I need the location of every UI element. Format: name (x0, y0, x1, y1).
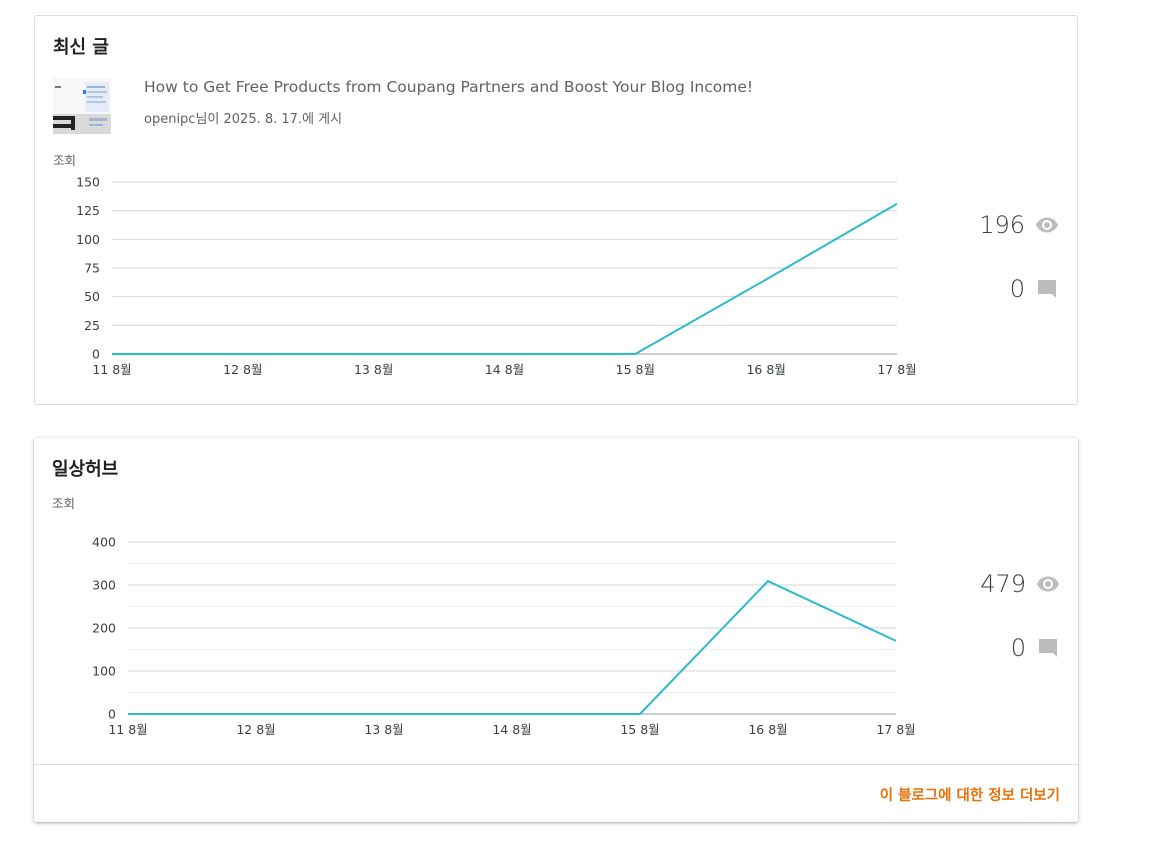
x-tick-label: 12 8월 (223, 362, 262, 377)
x-tick-label: 11 8월 (92, 362, 131, 377)
blog-title: 일상허브 (52, 459, 119, 480)
post-title-link[interactable]: How to Get Free Products from Coupang Pa… (144, 78, 754, 96)
more-blog-info-link[interactable]: 이 블로그에 대한 정보 더보기 (879, 788, 1060, 804)
comments-stat: 0 (1010, 275, 1059, 303)
y-tick-label: 0 (108, 707, 116, 722)
card-divider (34, 764, 1078, 765)
comments-count: 0 (1009, 275, 1025, 303)
eye-icon (1036, 572, 1060, 596)
comment-icon (1036, 636, 1060, 660)
views-stat: 479 (980, 570, 1060, 598)
x-tick-label: 14 8월 (492, 722, 531, 737)
y-tick-label: 50 (84, 289, 100, 304)
y-tick-label: 75 (84, 261, 100, 276)
x-tick-label: 15 8월 (620, 722, 659, 737)
y-tick-label: 300 (92, 578, 116, 593)
y-tick-label: 25 (84, 318, 100, 333)
y-tick-label: 100 (76, 232, 100, 247)
x-tick-label: 12 8월 (236, 722, 275, 737)
blog-views-chart: 0 100 200 300 400 11 8월 12 8월 13 8월 14 8월 15 8월 16… (92, 535, 916, 738)
series-line (112, 202, 898, 355)
views-count: 196 (979, 211, 1025, 239)
recent-posts-card: 최신 글 How to Get Free Products from Coupa… (34, 15, 1078, 405)
views-stat: 196 (979, 211, 1059, 239)
series-line (128, 579, 897, 715)
x-tick-label: 13 8월 (364, 722, 403, 737)
y-tick-label: 150 (76, 175, 100, 190)
x-tick-label: 15 8월 (616, 362, 655, 377)
comment-icon (1035, 277, 1059, 301)
y-tick-label: 400 (92, 535, 116, 550)
y-tick-label: 0 (92, 347, 100, 362)
x-tick-label: 14 8월 (485, 362, 524, 377)
x-tick-label: 16 8월 (748, 722, 787, 737)
recent-post-views-chart: 0 25 50 75 100 125 150 11 8월 12 8월 13 8월 14 8월 15 8… (76, 175, 917, 378)
comments-count: 0 (1010, 634, 1026, 662)
y-tick-label: 100 (92, 664, 116, 679)
post-thumbnail[interactable] (53, 78, 111, 134)
comments-stat: 0 (1011, 634, 1060, 662)
views-count: 479 (980, 570, 1026, 598)
recent-posts-title: 최신 글 (53, 37, 109, 58)
x-tick-label: 13 8월 (354, 362, 393, 377)
y-tick-label: 200 (92, 621, 116, 636)
x-tick-label: 11 8월 (108, 722, 147, 737)
eye-icon (1035, 213, 1059, 237)
chart-y-label: 조회 (52, 496, 76, 511)
x-tick-label: 17 8월 (877, 362, 916, 377)
post-meta: openipc님이 2025. 8. 17.에 게시 (144, 112, 343, 127)
x-tick-label: 16 8월 (746, 362, 785, 377)
y-tick-label: 125 (76, 203, 100, 218)
chart-y-label: 조회 (53, 153, 77, 168)
x-tick-label: 17 8월 (876, 722, 915, 737)
blog-card: 일상허브 조회 0 100 200 300 400 11 8월 12 8월 13 8월 14 8… (34, 438, 1078, 822)
